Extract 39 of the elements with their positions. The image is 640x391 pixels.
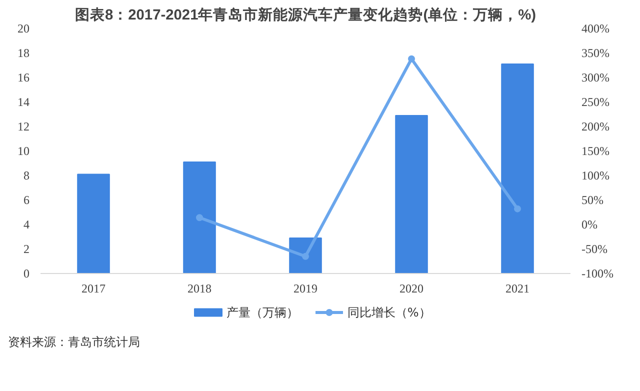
x-tick-label: 2020 [400,282,424,296]
y-tick-label: 18 [18,46,30,60]
bar [501,64,534,274]
y-tick-label: 8 [24,168,30,182]
y-tick-label: 0 [24,266,30,280]
y-tick-label: 20 [18,22,30,36]
y2-tick-label: 50% [582,193,604,207]
point [196,214,203,222]
text: 资料来源：青岛市统计局 [8,334,140,351]
y2-tick-label: 300% [582,70,610,84]
x-tick-label: 2019 [294,282,318,296]
y2-tick-label: 400% [582,22,610,36]
legend-label: 同比增长（%） [347,306,431,320]
y2-tick-label: 250% [582,95,610,109]
legend-label: 产量（万辆） [226,306,298,320]
point [408,55,415,62]
y2-tick-label: 100% [582,168,610,182]
y2-tick-label: 350% [582,46,610,60]
y2-tick-label: -50% [582,242,608,256]
y-tick-label: 6 [24,193,30,207]
y-tick-label: 4 [24,218,30,232]
y2-tick-label: 200% [582,120,610,134]
y-tick-label: 12 [18,120,30,134]
y2-tick-label: -100% [582,266,614,280]
y2-tick-label: 150% [582,144,610,158]
y-tick-label: 2 [24,242,30,256]
chart-title: 图表8：2017-2021年青岛市新能源汽车产量变化趋势(单位：万辆，%) [74,6,536,24]
y2-tick-label: 0% [582,218,598,232]
x-tick-label: 2018 [188,282,212,296]
y-tick-label: 16 [18,70,30,84]
point [302,252,309,260]
x-tick-label: 2021 [506,282,530,296]
bar [77,174,110,274]
point [514,205,521,212]
y-tick-label: 10 [18,144,30,158]
bar [395,114,428,274]
y-tick-label: 14 [18,95,30,109]
bar [183,162,216,274]
x-tick-label: 2017 [82,282,106,296]
